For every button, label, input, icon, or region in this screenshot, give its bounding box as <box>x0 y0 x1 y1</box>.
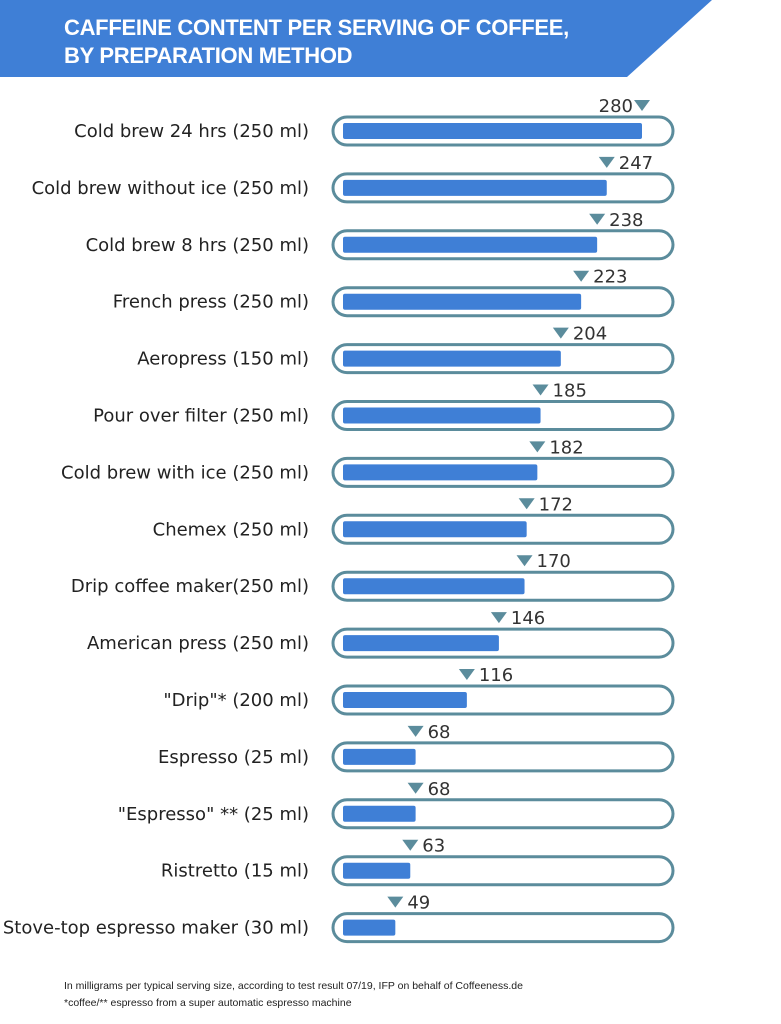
category-label: Cold brew 8 hrs (250 ml) <box>86 235 309 256</box>
bar <box>343 919 396 936</box>
value-label: 238 <box>609 210 643 231</box>
category-label: Espresso (25 ml) <box>158 747 309 768</box>
value-label: 68 <box>428 779 451 800</box>
category-label: Stove-top espresso maker (30 ml) <box>3 918 309 939</box>
marker-triangle-icon <box>589 213 606 225</box>
value-label: 68 <box>428 722 451 743</box>
category-label: Aeropress (150 ml) <box>137 349 309 370</box>
category-label: Ristretto (15 ml) <box>161 861 309 882</box>
bar-row: American press (250 ml) 146 <box>87 608 675 659</box>
value-label: 185 <box>553 381 587 402</box>
marker-triangle-icon <box>552 327 569 339</box>
bar-row: Cold brew 24 hrs (250 ml) 280 <box>74 96 675 147</box>
footnotes: In milligrams per typical serving size, … <box>64 978 523 1012</box>
marker-triangle-icon <box>402 839 419 851</box>
bar-track <box>331 741 675 773</box>
value-label: 182 <box>549 437 583 458</box>
bar-track <box>331 855 675 887</box>
marker-triangle-icon <box>529 441 546 453</box>
bar <box>343 521 527 538</box>
category-label: Pour over filter (250 ml) <box>93 406 309 427</box>
bar-row: French press (250 ml) 223 <box>113 267 675 318</box>
bar-row: Cold brew 8 hrs (250 ml) 238 <box>86 210 675 261</box>
bar <box>343 123 642 139</box>
bar <box>343 862 411 879</box>
marker-triangle-icon <box>407 782 424 794</box>
value-label: 223 <box>593 267 627 288</box>
category-label: "Espresso" ** (25 ml) <box>118 804 309 825</box>
value-label: 247 <box>619 153 653 174</box>
footnote: *coffee/** espresso from a super automat… <box>64 997 352 1009</box>
marker-triangle-icon <box>532 384 549 396</box>
value-label: 116 <box>479 665 513 686</box>
bar-row: Stove-top espresso maker (30 ml) 49 <box>3 893 675 944</box>
bar-row: Cold brew without ice (250 ml) 247 <box>32 153 675 204</box>
category-label: Drip coffee maker(250 ml) <box>71 576 309 597</box>
bar <box>343 293 582 310</box>
bar-row: "Espresso" ** (25 ml) 68 <box>118 779 675 830</box>
marker-triangle-icon <box>407 725 424 737</box>
bar <box>343 464 538 481</box>
bar-row: Pour over filter (250 ml) 185 <box>93 381 675 431</box>
category-label: "Drip"* (200 ml) <box>163 690 309 711</box>
bar <box>343 805 416 822</box>
marker-triangle-icon <box>634 100 650 111</box>
bar-row: "Drip"* (200 ml) 116 <box>163 665 675 716</box>
value-label: 204 <box>573 324 607 345</box>
bar-row: Drip coffee maker(250 ml) 170 <box>71 551 675 602</box>
bar-track <box>331 798 675 830</box>
bar <box>343 748 416 765</box>
bar-row: Chemex (250 ml) 172 <box>153 494 675 545</box>
footnote: In milligrams per typical serving size, … <box>64 980 523 992</box>
marker-triangle-icon <box>598 156 615 168</box>
bar-row: Aeropress (150 ml) 204 <box>137 324 675 375</box>
value-label: 49 <box>407 893 430 914</box>
bar <box>343 350 561 367</box>
marker-triangle-icon <box>387 896 404 908</box>
marker-triangle-icon <box>516 555 533 567</box>
title-line: CAFFEINE CONTENT PER SERVING OF COFFEE, <box>64 15 569 40</box>
value-label: 280 <box>599 96 633 117</box>
category-label: Cold brew with ice (250 ml) <box>61 462 309 483</box>
value-label: 146 <box>511 608 545 629</box>
chart-title: CAFFEINE CONTENT PER SERVING OF COFFEE, … <box>64 14 569 70</box>
marker-triangle-icon <box>458 669 475 680</box>
value-label: 170 <box>537 551 571 572</box>
marker-triangle-icon <box>573 270 590 282</box>
title-banner <box>0 0 712 77</box>
category-label: Chemex (250 ml) <box>153 519 309 540</box>
category-label: American press (250 ml) <box>87 633 309 654</box>
bar <box>343 635 499 652</box>
category-label: Cold brew without ice (250 ml) <box>32 178 309 199</box>
category-label: Cold brew 24 hrs (250 ml) <box>74 121 309 142</box>
marker-triangle-icon <box>518 498 535 510</box>
value-label: 63 <box>422 836 445 857</box>
bar <box>343 179 607 196</box>
value-label: 172 <box>539 494 573 515</box>
bar-row: Espresso (25 ml) 68 <box>158 722 675 773</box>
category-label: French press (250 ml) <box>113 292 309 313</box>
bar <box>343 236 598 253</box>
bar <box>343 692 467 708</box>
bar-chart: Cold brew 24 hrs (250 ml) 280 Cold brew wi… <box>3 96 675 944</box>
bar-row: Cold brew with ice (250 ml) 182 <box>61 437 675 488</box>
bar-row: Ristretto (15 ml) 63 <box>161 836 675 887</box>
marker-triangle-icon <box>490 612 507 624</box>
bar <box>343 407 541 424</box>
bar <box>343 578 525 595</box>
title-line: BY PREPARATION METHOD <box>64 43 353 68</box>
bar-track <box>331 912 675 944</box>
